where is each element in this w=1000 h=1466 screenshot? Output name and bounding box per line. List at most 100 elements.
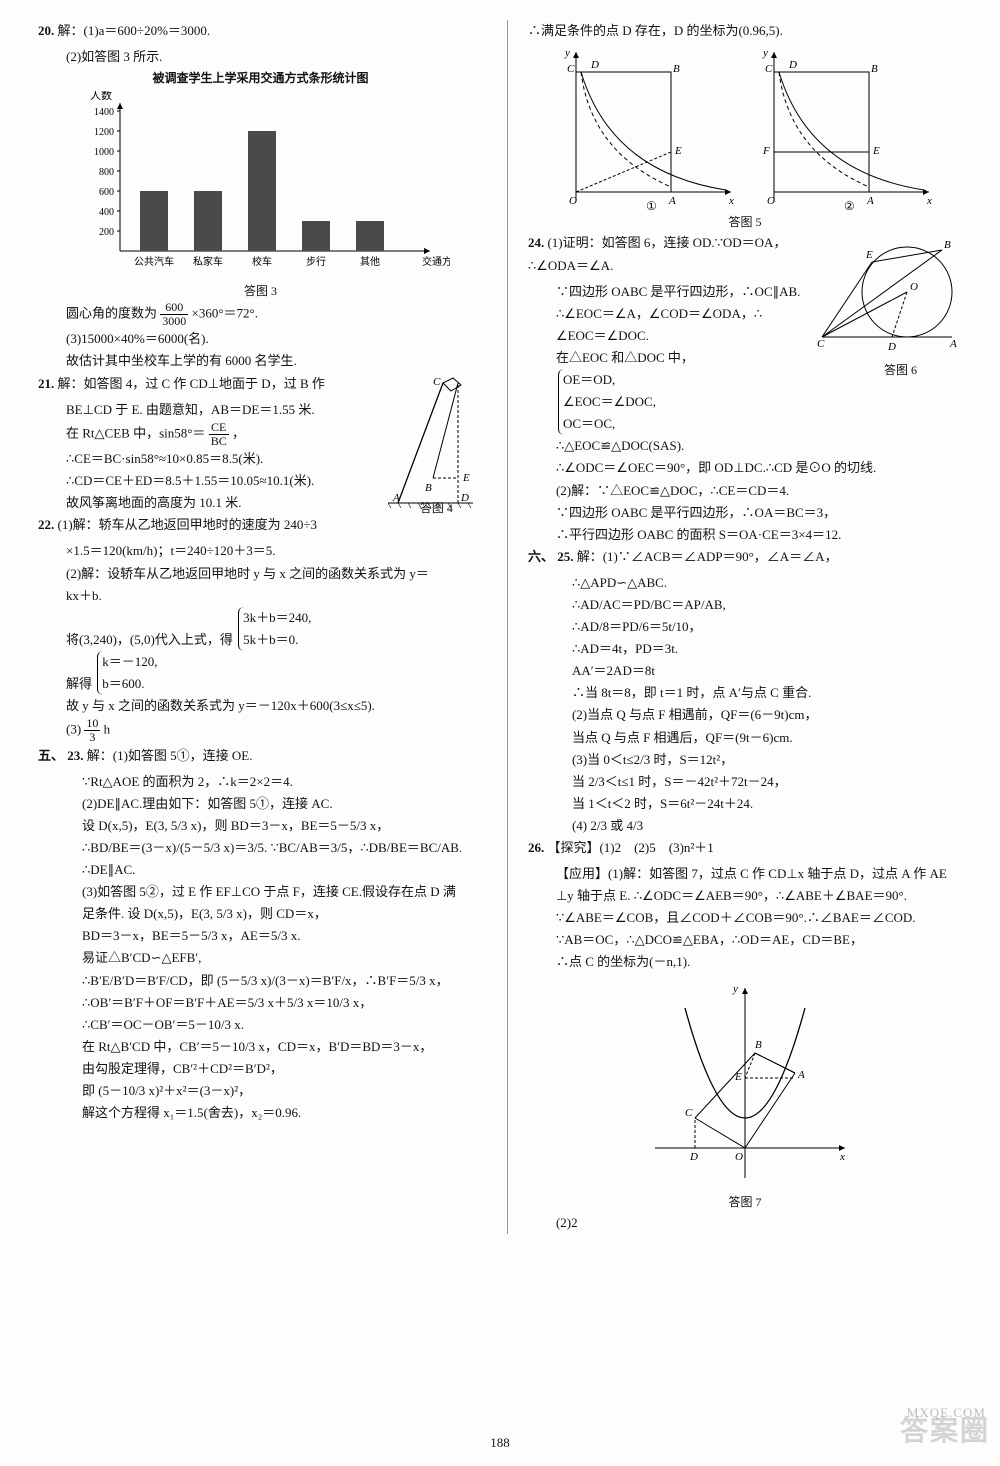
q24-l6: ∴△EOC≌△DOC(SAS). <box>528 435 962 457</box>
q22-l5: 将(3,240)，(5,0)代入上式，得 3k＋b＝240,5k＋b＝0. <box>38 607 483 651</box>
svg-text:C: C <box>433 376 441 388</box>
chart-title: 被调查学生上学采用交通方式条形统计图 <box>38 68 483 88</box>
q26-l7: (2)2 <box>528 1212 962 1234</box>
svg-text:x: x <box>926 195 932 207</box>
svg-text:C: C <box>567 63 575 75</box>
q20-l5: 故估计其中坐校车上学的有 6000 名学生. <box>38 350 483 372</box>
svg-text:E: E <box>872 145 880 157</box>
q25-l11: 当 2/3＜t≤1 时，S＝－42t²＋72t－24， <box>528 771 962 793</box>
svg-text:O: O <box>569 195 577 207</box>
sec6: 六、 <box>528 549 554 564</box>
q20-l3a: 圆心角的度数为 <box>66 306 157 321</box>
q22-l8: (3) 103 h <box>38 717 483 744</box>
q23-l1: 解：(1)如答图 5①，连接 OE. <box>87 748 253 763</box>
q22-l3: (2)解：设轿车从乙地返回甲地时 y 与 x 之间的函数关系式为 y＝ <box>38 563 483 585</box>
q24-l7: ∴∠ODC＝∠OEC＝90°，即 OD⊥DC.∴CD 是⊙O 的切线. <box>528 457 962 479</box>
svg-text:E: E <box>734 1071 742 1083</box>
q22-l1: (1)解：轿车从乙地返回甲地时的速度为 240÷3 <box>58 517 318 532</box>
q23: 五、 23. 解：(1)如答图 5①，连接 OE. <box>38 745 483 767</box>
svg-text:A: A <box>866 195 874 207</box>
q24-l1: (1)证明：如答图 6，连接 OD.∵OD＝OA，∴∠ODA＝∠A. <box>528 235 787 272</box>
q24-num: 24. <box>528 235 544 250</box>
q24-l8: (2)解：∵△EOC≌△DOC，∴CE＝CD＝4. <box>528 480 962 502</box>
svg-text:交通方式: 交通方式 <box>422 255 450 268</box>
q22-l2: ×1.5＝120(km/h)；t＝240÷120＋3＝5. <box>38 540 483 562</box>
page-number: 188 <box>0 1432 1000 1454</box>
q20-l3b: ×360°＝72°. <box>192 306 258 321</box>
q25-l5: ∴AD＝4t，PD＝3t. <box>528 638 962 660</box>
q26-l6: ∴点 C 的坐标为(－n,1). <box>528 951 962 973</box>
q24-l9: ∵四边形 OABC 是平行四边形，∴OA＝BC＝3， <box>528 502 962 524</box>
svg-text:1000: 1000 <box>94 147 114 158</box>
frac-600-3000: 6003000 <box>160 301 188 328</box>
fig5-label: 答图 5 <box>528 212 962 232</box>
fig5-group: O A x y C D B E ① O A x y C D B F E ② <box>528 42 962 212</box>
svg-text:O: O <box>735 1151 743 1163</box>
svg-text:C: C <box>817 338 825 350</box>
fig7-label: 答图 7 <box>528 1192 962 1212</box>
q25-l9: 当点 Q 与点 F 相遇后，QF＝(9t－6)cm. <box>528 727 962 749</box>
svg-text:①: ① <box>646 199 657 212</box>
q23-l8: BD＝3－x，BE＝5－5/3 x，AE＝5/3 x. <box>38 925 483 947</box>
fig3-label: 答图 3 <box>38 281 483 301</box>
svg-text:C: C <box>765 63 773 75</box>
fig5-1: O A x y C D B E ① <box>551 42 741 212</box>
watermark-main: 答案圈 <box>900 1408 990 1456</box>
q22-l6: 解得 k＝－120,b＝600. <box>38 651 483 695</box>
svg-text:公共汽车: 公共汽车 <box>134 255 174 268</box>
svg-text:A: A <box>949 338 957 350</box>
q21-l1: 解：如答图 4，过 C 作 CD⊥地面于 D，过 B 作 <box>58 376 325 391</box>
two-column-layout: 20. 解：(1)a＝600÷20%＝3000. (2)如答图 3 所示. 被调… <box>38 20 962 1234</box>
q25-l12: 当 1＜t＜2 时，S＝6t²－24t＋24. <box>528 793 962 815</box>
q20-num: 20. <box>38 23 54 38</box>
r-top: ∴满足条件的点 D 存在，D 的坐标为(0.96,5). <box>528 20 962 42</box>
svg-text:B: B <box>944 239 951 251</box>
q20-l1: 解：(1)a＝600÷20%＝3000. <box>58 23 211 38</box>
fig4-svg: A B C D E <box>373 373 483 513</box>
svg-text:O: O <box>767 195 775 207</box>
q23-l14: 由勾股定理得，CB′²＋CD²＝B′D²， <box>38 1058 483 1080</box>
svg-text:A: A <box>392 492 400 504</box>
q23-l7: 足条件. 设 D(x,5)，E(3, 5/3 x)，则 CD＝x， <box>38 903 483 925</box>
svg-text:②: ② <box>844 199 855 212</box>
q22-num: 22. <box>38 517 54 532</box>
q23-l16: 解这个方程得 x₁＝1.5(舍去)，x₂＝0.96. <box>38 1102 483 1124</box>
q25-l10: (3)当 0＜t≤2/3 时，S＝12t²， <box>528 749 962 771</box>
svg-text:人数: 人数 <box>90 91 112 102</box>
q25-l4: ∴AD/8＝PD/6＝5t/10， <box>528 616 962 638</box>
q25-l8: (2)当点 Q 与点 F 相遇前，QF＝(6－9t)cm， <box>528 704 962 726</box>
svg-text:y: y <box>732 983 738 995</box>
q21-num: 21. <box>38 376 54 391</box>
svg-text:200: 200 <box>99 227 114 238</box>
svg-text:E: E <box>674 145 682 157</box>
svg-text:D: D <box>590 59 599 71</box>
svg-text:C: C <box>685 1107 693 1119</box>
q25-num: 25. <box>557 549 573 564</box>
svg-text:B: B <box>755 1039 762 1051</box>
svg-text:其他: 其他 <box>360 255 380 268</box>
svg-text:A: A <box>797 1069 805 1081</box>
svg-text:私家车: 私家车 <box>193 255 223 268</box>
q20: 20. 解：(1)a＝600÷20%＝3000. <box>38 20 483 42</box>
q22-l4: kx＋b. <box>38 585 483 607</box>
q22: 22. (1)解：轿车从乙地返回甲地时的速度为 240÷3 <box>38 514 483 536</box>
q23-l5: ∴BD/BE＝(3－x)/(5－5/3 x)＝3/5. ∵BC/AB＝3/5，∴… <box>38 837 483 881</box>
bar-chart: 200400600800100012001400人数公共汽车私家车校车步行其他交… <box>70 91 450 281</box>
q20-l2: (2)如答图 3 所示. <box>38 46 483 68</box>
svg-text:x: x <box>839 1151 845 1163</box>
q26-l2: 【应用】(1)解：如答图 7，过点 C 作 CD⊥x 轴于点 D，过点 A 作 … <box>528 863 962 885</box>
q23-l4: 设 D(x,5)，E(3, 5/3 x)，则 BD＝3－x，BE＝5－5/3 x… <box>38 815 483 837</box>
svg-text:1400: 1400 <box>94 107 114 118</box>
svg-text:D: D <box>887 341 896 353</box>
q25-l6: AA′＝2AD＝8t <box>528 660 962 682</box>
svg-text:O: O <box>910 281 918 293</box>
q23-l9: 易证△B′CD∽△EFB′, <box>38 947 483 969</box>
svg-text:y: y <box>564 47 570 59</box>
svg-text:400: 400 <box>99 207 114 218</box>
fig6-label: 答图 6 <box>884 360 917 380</box>
q25-l7: ∴当 8t＝8，即 t＝1 时，点 A′与点 C 重合. <box>528 682 962 704</box>
q25-l3: ∴AD/AC＝PD/BC＝AP/AB, <box>528 594 962 616</box>
fig6-svg: C A D O E B <box>812 232 962 362</box>
fig4-label: 答图 4 <box>420 498 453 518</box>
svg-text:x: x <box>728 195 734 207</box>
